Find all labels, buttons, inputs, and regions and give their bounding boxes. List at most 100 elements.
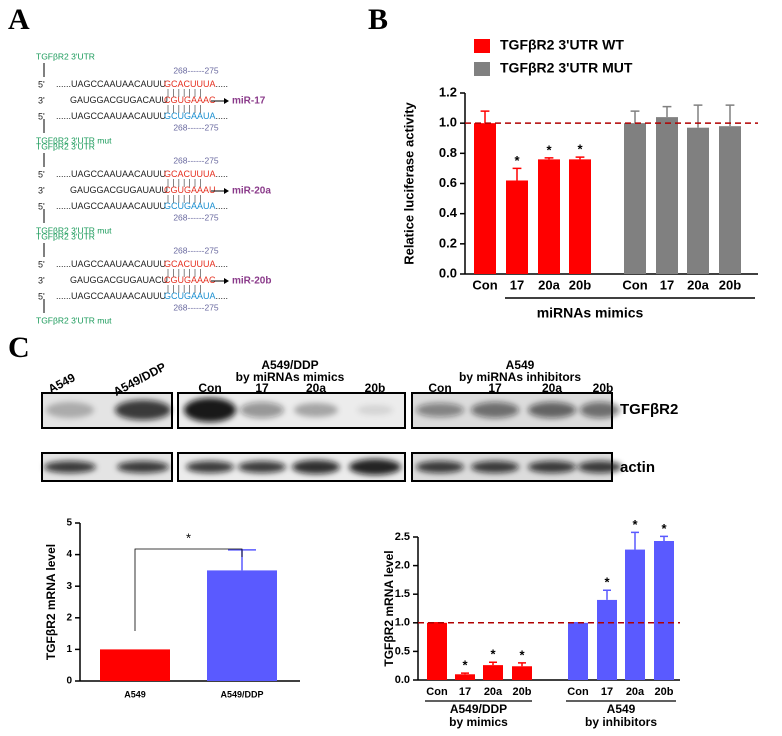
significance-mark: * — [462, 658, 468, 673]
significance-mark: * — [546, 142, 552, 157]
arrow-head — [224, 188, 229, 194]
bar — [538, 159, 560, 274]
comparison-bracket — [134, 548, 243, 631]
bar — [100, 649, 170, 681]
significance-mark: * — [632, 517, 638, 532]
y-tick-label: 0.5 — [395, 645, 410, 657]
lane-label: Con — [428, 381, 451, 395]
sequence: GAUGGACGUGAUAUUCGUGAAAU — [70, 185, 216, 195]
bar — [427, 622, 447, 680]
utr-label: TGFβR2 3'UTR mut — [36, 315, 112, 325]
site-position: 268------275 — [173, 155, 219, 165]
x-tick-label: 20b — [719, 277, 741, 292]
x-axis-label: miRNAs mimics — [537, 305, 644, 321]
lane-label: 20a — [306, 381, 326, 395]
error-bar — [662, 105, 672, 118]
y-tick-label: 1 — [66, 644, 72, 655]
lane-label: Con — [198, 381, 221, 395]
bar — [474, 123, 496, 275]
y-tick-label: 0.0 — [439, 265, 457, 280]
x-tick-label: 20a — [626, 686, 645, 698]
strand-end: 3' — [38, 185, 45, 195]
bar — [597, 599, 617, 680]
group-label: by mimics — [449, 715, 508, 729]
y-axis-label: TGFβR2 mRNA level — [44, 544, 58, 660]
utr-label: TGFβR2 3'UTR — [36, 141, 95, 151]
group-label: A549/DDP — [450, 702, 507, 716]
binding-site: GCUGAAUA — [164, 201, 216, 211]
significance-mark: * — [661, 521, 667, 536]
x-tick-label: 17 — [459, 686, 471, 698]
strand-end: 3' — [38, 275, 45, 285]
x-tick-label: A549/DDP — [220, 689, 263, 699]
error-bar — [575, 156, 585, 160]
legend-swatch — [474, 39, 490, 53]
error-bar — [631, 531, 639, 550]
binding-site: GCACUUUA — [164, 259, 216, 269]
y-tick-label: 4 — [66, 549, 72, 560]
utr-label: TGFβR2 3'UTR — [36, 231, 95, 241]
binding-site: GCACUUUA — [164, 169, 216, 179]
significance-mark: * — [604, 575, 610, 590]
sequence-part: ......UAGCCAAUAACAUUU — [56, 111, 166, 121]
utr-label: TGFβR2 3'UTR mut — [36, 135, 112, 145]
mirna-name: miR-17 — [232, 96, 266, 107]
sequence-part: ..... — [216, 169, 229, 179]
sequence: ......UAGCCAAUAACAUUUGCACUUUA..... — [56, 259, 228, 269]
significance-mark: * — [490, 647, 496, 662]
site-position: 268------275 — [173, 212, 219, 222]
bar — [506, 180, 528, 274]
bar — [654, 541, 674, 680]
blot-group-title: by miRNAs mimics — [236, 370, 345, 384]
binding-site: GCACUUUA — [164, 79, 216, 89]
sequence-part: ......UAGCCAAUAACAUUU — [56, 259, 166, 269]
bar — [568, 622, 588, 680]
sequence: ......UAGCCAAUAACAUUUGCUGAAUA..... — [56, 201, 228, 211]
error-bar — [489, 661, 497, 666]
utr-label: TGFβR2 3'UTR mut — [36, 225, 112, 235]
binding-site: GCUGAAUA — [164, 111, 216, 121]
sequence-part: ..... — [216, 111, 229, 121]
sequence-part: GAUGGACGUGACAUU — [70, 95, 168, 105]
x-tick-label: 20b — [569, 277, 591, 292]
y-tick-label: 5 — [66, 518, 72, 529]
sequence-part: ......UAGCCAAUAACAUUU — [56, 201, 166, 211]
blot-group-title: A549/DDP — [261, 358, 318, 372]
x-tick-label: 17 — [601, 686, 613, 698]
strand-end: 5' — [38, 169, 45, 179]
error-bar — [461, 672, 469, 675]
binding-site: CGUGAAAC — [164, 275, 216, 285]
y-axis-label: Relatice luciferase activity — [401, 101, 416, 264]
y-tick-label: 1.2 — [439, 84, 457, 99]
strand-end: 5' — [38, 79, 45, 89]
blot-group-title: A549 — [506, 358, 535, 372]
bar — [625, 549, 645, 680]
y-tick-label: 0 — [66, 676, 72, 687]
sequence-part: ..... — [216, 291, 229, 301]
significance-mark: * — [514, 153, 520, 168]
sequence-part: ......UAGCCAAUAACAUUU — [56, 79, 166, 89]
panel-label: B — [368, 3, 388, 36]
legend-swatch — [474, 62, 490, 76]
lane-label: 17 — [488, 381, 502, 395]
sequence: GAUGGACGUGACAUUCGUGAAAC — [70, 95, 216, 105]
binding-site: CGUGAAAC — [164, 95, 216, 105]
x-tick-label: A549 — [124, 689, 146, 699]
sequence: ......UAGCCAAUAACAUUUGCACUUUA..... — [56, 169, 228, 179]
error-bar — [693, 104, 703, 128]
x-tick-label: Con — [472, 277, 497, 292]
panel-label: A — [8, 3, 30, 36]
x-tick-label: 17 — [510, 277, 524, 292]
arrow-head — [224, 278, 229, 284]
x-tick-label: Con — [567, 686, 589, 698]
y-tick-label: 2.0 — [395, 560, 410, 572]
utr-label: TGFβR2 3'UTR — [36, 51, 95, 61]
sequence-part: GAUGGACGUGAUACU — [70, 275, 168, 285]
x-tick-label: 20b — [655, 686, 674, 698]
y-axis-label: TGFβR2 mRNA level — [382, 550, 396, 666]
strand-end: 5' — [38, 259, 45, 269]
site-position: 268------275 — [173, 302, 219, 312]
site-position: 268------275 — [173, 65, 219, 75]
sequence-part: ..... — [216, 79, 229, 89]
